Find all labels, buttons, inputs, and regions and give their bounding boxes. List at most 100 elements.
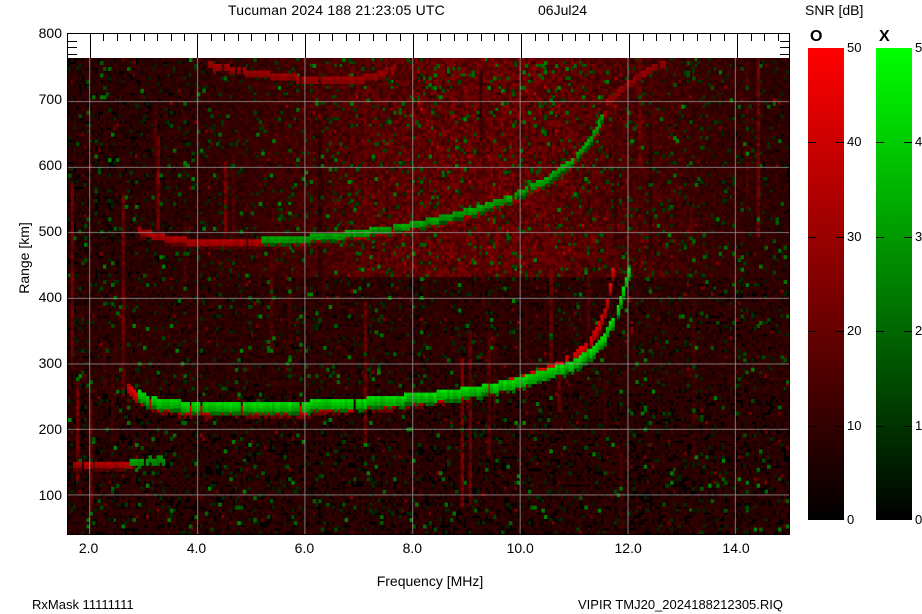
colorbar-tick bbox=[836, 331, 844, 332]
x-minor-tick bbox=[224, 34, 226, 41]
ionogram-data-area[interactable] bbox=[68, 58, 789, 534]
colorbar-x-gradient bbox=[876, 48, 912, 520]
colorbar-tick-label: 30 bbox=[915, 229, 922, 244]
plot-title-date: 06Jul24 bbox=[538, 2, 588, 18]
ionogram-canvas[interactable] bbox=[68, 58, 789, 534]
colorbar-tick-label: 10 bbox=[847, 418, 862, 433]
colorbar-tick-label: 0 bbox=[847, 512, 855, 527]
x-minor-tick bbox=[494, 34, 496, 41]
x-minor-tick bbox=[723, 34, 725, 41]
colorbar-tick bbox=[876, 237, 884, 238]
y-tick-label: 800 bbox=[38, 25, 62, 41]
x-minor-tick bbox=[480, 34, 482, 41]
x-minor-tick bbox=[197, 34, 199, 58]
x-minor-tick bbox=[602, 34, 604, 41]
x-minor-tick bbox=[548, 34, 550, 41]
colorbar-tick bbox=[836, 426, 844, 427]
colorbar-tick bbox=[836, 237, 844, 238]
x-minor-tick bbox=[116, 34, 118, 41]
y-minor-tick bbox=[780, 40, 789, 42]
x-minor-tick bbox=[710, 34, 712, 41]
x-minor-tick bbox=[467, 34, 469, 41]
footer-filename: VIPIR TMJ20_2024188212305.RIQ bbox=[578, 597, 784, 612]
x-minor-tick bbox=[521, 34, 523, 58]
x-minor-tick bbox=[143, 34, 145, 41]
x-minor-tick bbox=[170, 34, 172, 41]
x-minor-tick bbox=[777, 34, 779, 41]
colorbar-tick bbox=[808, 426, 816, 427]
x-minor-tick bbox=[291, 34, 293, 41]
colorbar-tick bbox=[876, 426, 884, 427]
colorbar-tick bbox=[808, 331, 816, 332]
colorbar-tick-label: 50 bbox=[847, 40, 862, 55]
y-tick-label: 600 bbox=[38, 157, 62, 174]
x-minor-tick bbox=[642, 34, 644, 41]
colorbar-tick-label: 20 bbox=[915, 323, 922, 338]
x-minor-tick bbox=[764, 34, 766, 41]
x-minor-tick bbox=[750, 34, 752, 41]
x-minor-tick bbox=[669, 34, 671, 41]
x-minor-tick bbox=[399, 34, 401, 41]
x-minor-tick bbox=[696, 34, 698, 41]
x-minor-tick bbox=[440, 34, 442, 41]
x-minor-tick bbox=[534, 34, 536, 41]
colorbar-tick bbox=[808, 237, 816, 238]
x-minor-tick bbox=[278, 34, 280, 41]
x-tick-label: 14.0 bbox=[722, 540, 750, 556]
y-tick-label: 400 bbox=[38, 289, 62, 306]
x-minor-tick bbox=[264, 34, 266, 41]
colorbar-tick bbox=[904, 142, 912, 143]
x-minor-tick bbox=[453, 34, 455, 41]
x-minor-tick bbox=[426, 34, 428, 41]
x-minor-tick bbox=[332, 34, 334, 41]
x-minor-tick bbox=[345, 34, 347, 41]
colorbar-tick bbox=[876, 331, 884, 332]
x-minor-tick bbox=[359, 34, 361, 41]
colorbar-o-gradient bbox=[808, 48, 844, 520]
y-axis: Range [km] 100 200 300 400 500 600 700 800 bbox=[0, 0, 62, 614]
colorbar-tick-label: 40 bbox=[915, 134, 922, 149]
x-minor-tick bbox=[318, 34, 320, 41]
x-minor-tick bbox=[130, 34, 132, 41]
colorbar-tick-label: 50 bbox=[915, 40, 922, 55]
x-tick-label: 6.0 bbox=[294, 540, 315, 556]
x-minor-tick bbox=[103, 34, 105, 41]
y-tick-label: 300 bbox=[38, 355, 62, 372]
x-axis-title: Frequency [MHz] bbox=[376, 573, 484, 589]
footer-rxmask: RxMask 11111111 bbox=[32, 597, 134, 612]
x-tick-label: 10.0 bbox=[506, 540, 534, 556]
x-minor-tick bbox=[561, 34, 563, 41]
colorbar-o-mode-label: O bbox=[810, 28, 823, 45]
colorbar-tick bbox=[876, 142, 884, 143]
y-tick-label: 700 bbox=[38, 91, 62, 108]
x-minor-tick bbox=[237, 34, 239, 41]
y-tick-label: 500 bbox=[38, 223, 62, 240]
colorbar-tick bbox=[836, 142, 844, 143]
x-minor-tick bbox=[210, 34, 212, 41]
plot-title-station: Tucuman 2024 188 21:23:05 UTC bbox=[228, 2, 445, 18]
x-minor-tick bbox=[507, 34, 509, 41]
x-minor-tick bbox=[737, 34, 739, 58]
x-minor-tick bbox=[575, 34, 577, 41]
colorbar-tick bbox=[808, 142, 816, 143]
x-tick-label: 12.0 bbox=[614, 540, 642, 556]
colorbar-tick-label: 20 bbox=[847, 323, 862, 338]
ionogram-plot[interactable] bbox=[67, 33, 790, 535]
x-minor-tick bbox=[89, 34, 91, 58]
colorbar-title: SNR [dB] bbox=[805, 2, 864, 18]
y-minor-tick bbox=[68, 47, 77, 49]
y-minor-tick bbox=[68, 40, 77, 42]
colorbar-tick-label: 10 bbox=[915, 418, 922, 433]
y-minor-tick bbox=[68, 53, 77, 55]
x-tick-label: 2.0 bbox=[78, 540, 99, 556]
colorbar-tick bbox=[904, 426, 912, 427]
x-minor-tick bbox=[184, 34, 185, 41]
colorbar-tick bbox=[904, 331, 912, 332]
x-minor-tick bbox=[413, 34, 415, 58]
x-minor-tick bbox=[157, 34, 159, 41]
x-minor-tick bbox=[305, 34, 307, 58]
y-minor-tick bbox=[780, 47, 789, 49]
y-minor-tick bbox=[780, 53, 789, 55]
x-tick-label: 4.0 bbox=[186, 540, 207, 556]
x-minor-tick bbox=[683, 34, 685, 41]
